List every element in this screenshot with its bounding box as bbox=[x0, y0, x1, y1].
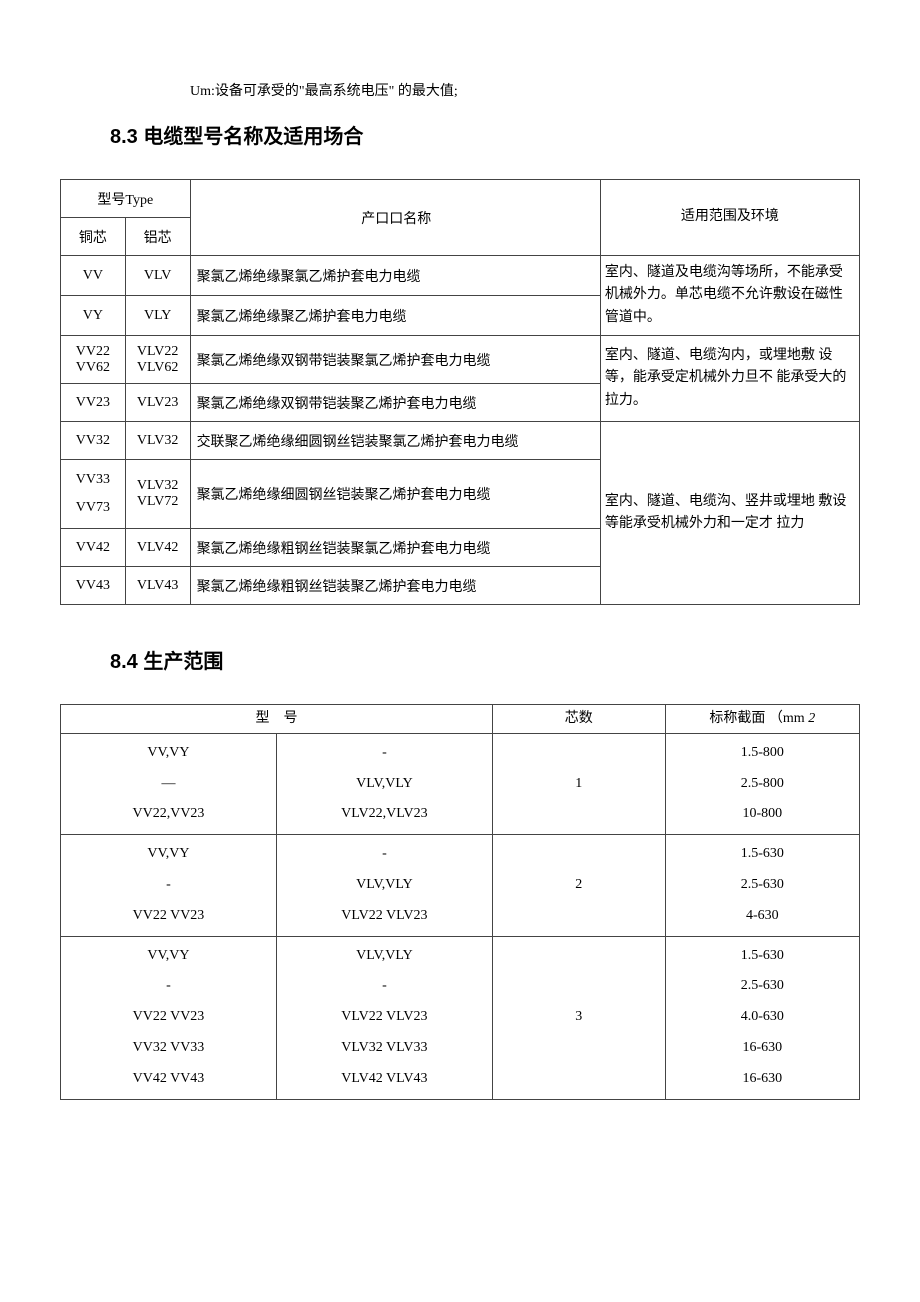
table-cell: VLV32 bbox=[125, 422, 190, 460]
val: VV22 VV23 bbox=[133, 1009, 205, 1024]
val: VLV42 VLV43 bbox=[341, 1071, 427, 1086]
um-note: Um:设备可承受的"最高系统电压" 的最大值; bbox=[190, 80, 860, 100]
val: 2.5-800 bbox=[741, 776, 784, 791]
cross-section-unit: （mm bbox=[769, 711, 805, 726]
cores-cell: 3 bbox=[492, 936, 665, 1099]
val: 2.5-630 bbox=[741, 978, 784, 993]
val: - bbox=[382, 745, 387, 760]
val: 10-800 bbox=[742, 806, 782, 821]
table-cell: 1.5-630 2.5-630 4-630 bbox=[665, 835, 859, 936]
table-cell: - VLV,VLY VLV22 VLV23 bbox=[276, 835, 492, 936]
val: VLV,VLY bbox=[356, 877, 413, 892]
table-cell: 1.5-630 2.5-630 4.0-630 16-630 16-630 bbox=[665, 936, 859, 1099]
val: VLV22 VLV23 bbox=[341, 908, 427, 923]
table-cell: VLV bbox=[125, 256, 190, 296]
val: VV,VY bbox=[147, 846, 189, 861]
val: - bbox=[382, 978, 387, 993]
val: 4.0-630 bbox=[741, 1009, 784, 1024]
env-cell-3: 室内、隧道、电缆沟、竖井或埋地 敷设等能承受机械外力和一定才 拉力 bbox=[600, 422, 859, 605]
env-cell-2: 室内、隧道、电缆沟内，或埋地敷 设等，能承受定机械外力旦不 能承受大的拉力。 bbox=[600, 336, 859, 422]
table-cell: VLV22 VLV62 bbox=[125, 336, 190, 384]
table-cell: VV33 VV73 bbox=[61, 460, 126, 529]
table-cell: VLV32 VLV72 bbox=[125, 460, 190, 529]
table-cell: VV23 bbox=[61, 384, 126, 422]
header-product-name: 产口口名称 bbox=[190, 180, 600, 256]
section-8-4-title: 生产范围 bbox=[143, 651, 223, 673]
table-cell: VV,VY - VV22 VV23 VV32 VV33 VV42 VV43 bbox=[61, 936, 277, 1099]
val: VLV,VLY bbox=[356, 948, 413, 963]
val: VV42 VV43 bbox=[133, 1071, 205, 1086]
header-aluminum: 铝芯 bbox=[125, 218, 190, 256]
val: 1.5-630 bbox=[741, 948, 784, 963]
table-cell: 聚氯乙烯绝缘双钢带铠装聚乙烯护套电力电缆 bbox=[190, 384, 600, 422]
val: — bbox=[161, 776, 175, 791]
section-8-4-number: 8.4 bbox=[110, 651, 138, 673]
cores-cell: 1 bbox=[492, 733, 665, 834]
table-cell: VV43 bbox=[61, 567, 126, 605]
section-8-4-heading: 8.4 生产范围 bbox=[110, 645, 860, 674]
header-model: 型号 bbox=[61, 705, 493, 734]
table-cell: 聚氯乙烯绝缘聚乙烯护套电力电缆 bbox=[190, 296, 600, 336]
section-8-3-heading: 8.3 电缆型号名称及适用场合 bbox=[110, 120, 860, 149]
val: VV,VY bbox=[147, 745, 189, 760]
val: VV22,VV23 bbox=[132, 806, 204, 821]
val: 16-630 bbox=[742, 1040, 782, 1055]
header-environment: 适用范围及环境 bbox=[600, 180, 859, 256]
header-copper: 铜芯 bbox=[61, 218, 126, 256]
production-range-table: 型号 芯数 标称截面 （mm 2 VV,VY — VV22,VV23 - VLV… bbox=[60, 704, 860, 1099]
header-type-group: 型号Type bbox=[61, 180, 191, 218]
header-cores: 芯数 bbox=[492, 705, 665, 734]
table-cell: VV,VY — VV22,VV23 bbox=[61, 733, 277, 834]
table-cell: VLV23 bbox=[125, 384, 190, 422]
val: VLV,VLY bbox=[356, 776, 413, 791]
table-cell: 聚氯乙烯绝缘双钢带铠装聚氯乙烯护套电力电缆 bbox=[190, 336, 600, 384]
val: 4-630 bbox=[746, 908, 779, 923]
table-cell: 交联聚乙烯绝缘细圆钢丝铠装聚氯乙烯护套电力电缆 bbox=[190, 422, 600, 460]
val: - bbox=[166, 877, 171, 892]
val: VLV32 VLV33 bbox=[341, 1040, 427, 1055]
table-cell: 聚氯乙烯绝缘粗钢丝铠装聚乙烯护套电力电缆 bbox=[190, 567, 600, 605]
section-8-3-title: 电缆型号名称及适用场合 bbox=[143, 126, 363, 148]
val: - bbox=[166, 978, 171, 993]
val: VV32 VV33 bbox=[133, 1040, 205, 1055]
table-cell: VY bbox=[61, 296, 126, 336]
val: VV,VY bbox=[147, 948, 189, 963]
header-cross-section: 标称截面 （mm 2 bbox=[665, 705, 859, 734]
table-cell: VV42 bbox=[61, 529, 126, 567]
cross-section-label: 标称截面 bbox=[709, 711, 765, 726]
val: 1.5-800 bbox=[741, 745, 784, 760]
table-cell: 聚氯乙烯绝缘粗钢丝铠装聚氯乙烯护套电力电缆 bbox=[190, 529, 600, 567]
section-8-3-number: 8.3 bbox=[110, 126, 138, 148]
table-cell: 聚氯乙烯绝缘细圆钢丝铠装聚乙烯护套电力电缆 bbox=[190, 460, 600, 529]
val: 1.5-630 bbox=[741, 846, 784, 861]
env-cell-1: 室内、隧道及电缆沟等场所，不能承受机械外力。单芯电缆不允许敷设在磁性管道中。 bbox=[600, 256, 859, 336]
table-cell: VLV42 bbox=[125, 529, 190, 567]
table-cell: - VLV,VLY VLV22,VLV23 bbox=[276, 733, 492, 834]
table-cell: VLV,VLY - VLV22 VLV23 VLV32 VLV33 VLV42 … bbox=[276, 936, 492, 1099]
table-cell: 1.5-800 2.5-800 10-800 bbox=[665, 733, 859, 834]
val: - bbox=[382, 846, 387, 861]
val: VV22 VV23 bbox=[133, 908, 205, 923]
table-cell: VLY bbox=[125, 296, 190, 336]
table-cell: 聚氯乙烯绝缘聚氯乙烯护套电力电缆 bbox=[190, 256, 600, 296]
table-cell: VV22 VV62 bbox=[61, 336, 126, 384]
header-model-char1: 型 bbox=[255, 711, 283, 726]
val: VLV22 VLV23 bbox=[341, 1009, 427, 1024]
cable-model-table: 型号Type 产口口名称 适用范围及环境 铜芯 铝芯 VV VLV 聚氯乙烯绝缘… bbox=[60, 179, 860, 605]
cross-section-unit-sup: 2 bbox=[808, 711, 815, 726]
header-model-char2: 号 bbox=[283, 711, 297, 726]
table-cell: VV32 bbox=[61, 422, 126, 460]
cores-cell: 2 bbox=[492, 835, 665, 936]
val: 2.5-630 bbox=[741, 877, 784, 892]
table-cell: VLV43 bbox=[125, 567, 190, 605]
val: VLV22,VLV23 bbox=[341, 806, 427, 821]
val: 16-630 bbox=[742, 1071, 782, 1086]
table-cell: VV bbox=[61, 256, 126, 296]
table-cell: VV,VY - VV22 VV23 bbox=[61, 835, 277, 936]
